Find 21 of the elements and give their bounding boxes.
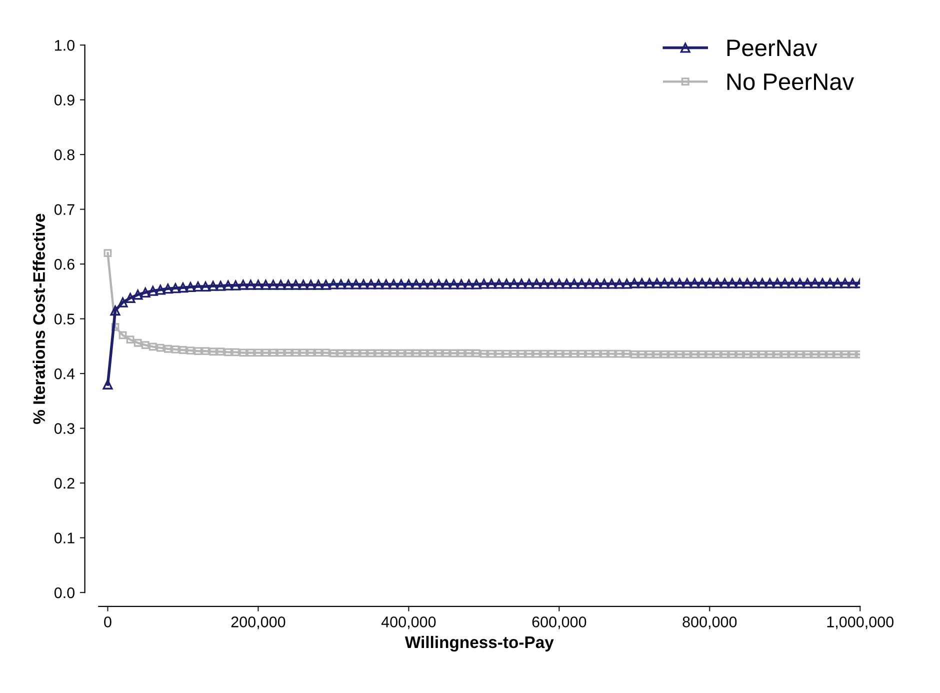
x-tick-label: 600,000 — [532, 616, 586, 630]
x-axis-title: Willingness-to-Pay — [404, 636, 554, 652]
x-tick-label: 200,000 — [231, 616, 286, 630]
y-tick-label: 0.2 — [54, 478, 74, 489]
y-tick-label: 0.4 — [54, 368, 75, 380]
y-tick-label: 0.3 — [54, 423, 74, 434]
legend-label: PeerNav — [727, 40, 818, 56]
y-tick-label: 0.1 — [54, 532, 74, 544]
x-tick-label: 400,000 — [381, 616, 436, 630]
y-tick-label: 1.0 — [55, 40, 74, 51]
y-tick-label: 0.5 — [54, 314, 74, 324]
x-tick-label: 0 — [104, 616, 112, 628]
y-tick-label: 0.8 — [54, 149, 74, 160]
x-tick-label: 1,000,000 — [827, 616, 894, 630]
y-tick-label: 0.9 — [54, 94, 74, 106]
y-axis-title: % Iterations Cost-Effective — [32, 214, 46, 424]
y-tick-label: 0.0 — [54, 587, 74, 598]
y-tick-label: 0.6 — [54, 258, 74, 270]
legend-label: No PeerNav — [727, 74, 854, 90]
x-tick-label: 800,000 — [682, 616, 737, 630]
y-tick-label: 0.7 — [54, 204, 74, 215]
